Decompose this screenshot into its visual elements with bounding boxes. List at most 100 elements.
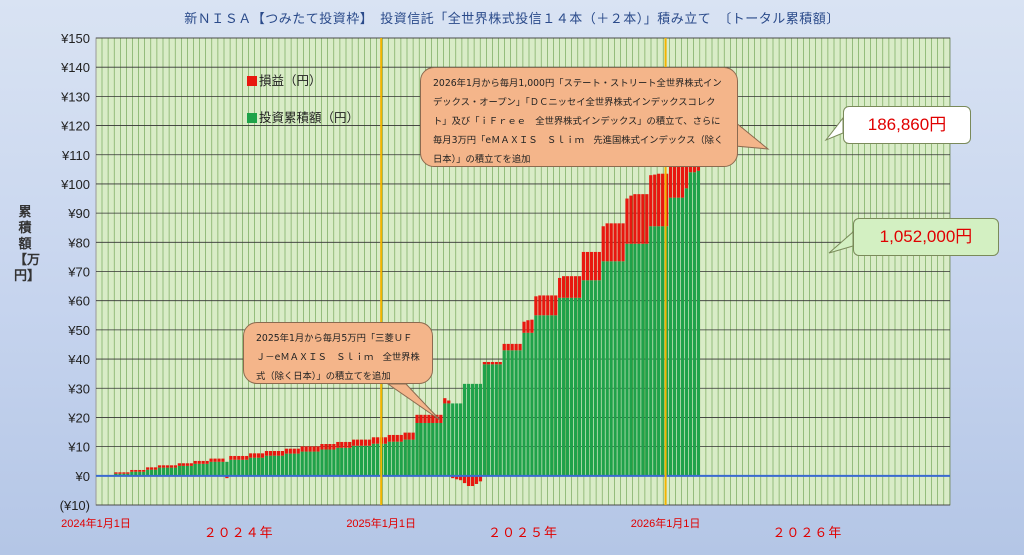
legend-label-profit: 損益（円）	[259, 73, 322, 88]
bar-invest	[597, 280, 601, 476]
bar-invest	[455, 403, 459, 476]
bar-invest	[443, 403, 447, 476]
bar-invest	[296, 453, 300, 476]
bar-invest	[589, 280, 593, 476]
bar-profit	[245, 455, 249, 460]
bar-invest	[114, 473, 118, 476]
bar-invest	[466, 383, 471, 476]
bar-profit	[617, 223, 621, 262]
bar-profit	[482, 361, 487, 365]
y-tick-label: ¥10	[67, 440, 90, 455]
bar-invest	[573, 297, 578, 476]
bar-profit	[340, 441, 344, 448]
bar-invest	[633, 243, 637, 476]
bar-profit	[447, 400, 451, 404]
bar-profit	[514, 343, 518, 351]
bar-invest	[276, 455, 281, 476]
legend-item-profit: 損益（円）	[247, 70, 322, 89]
bar-profit	[558, 277, 562, 298]
bar-profit	[249, 453, 253, 458]
callout-2026: 2026年1月から毎月1,000円「ステート・ストリート全世界株式インデックス・…	[420, 67, 738, 167]
bar-profit	[122, 472, 126, 474]
bar-invest	[308, 451, 312, 476]
bar-invest	[482, 364, 487, 476]
bar-invest	[684, 188, 689, 476]
invest-value-label: 1,052,000円	[853, 218, 999, 256]
bar-profit	[134, 469, 138, 472]
bar-invest	[233, 459, 237, 476]
y-tick-label: ¥0	[75, 469, 90, 484]
bar-invest	[280, 455, 285, 476]
bar-profit	[459, 475, 463, 481]
bar-profit	[324, 443, 328, 450]
bar-profit	[411, 432, 415, 440]
bar-profit	[403, 432, 407, 440]
x-date-label: 2024年1月1日	[61, 516, 131, 530]
bar-invest	[526, 332, 530, 476]
bar-invest	[447, 403, 451, 476]
bar-profit	[443, 398, 447, 404]
bar-invest	[371, 443, 376, 476]
bar-invest	[696, 170, 700, 476]
bar-profit	[550, 295, 554, 316]
bar-profit	[348, 441, 352, 448]
bar-profit	[114, 472, 118, 474]
bar-profit	[451, 475, 455, 479]
bar-invest	[126, 473, 130, 476]
bar-profit	[573, 276, 578, 298]
bar-profit	[419, 414, 423, 423]
profit-value-label: 186,860円	[843, 106, 971, 144]
bar-profit	[336, 441, 340, 448]
bar-invest	[415, 422, 419, 476]
bar-profit	[173, 465, 178, 468]
bar-invest	[625, 243, 629, 476]
bar-profit	[395, 434, 399, 442]
bar-invest	[268, 455, 273, 476]
bar-profit	[668, 144, 673, 198]
bar-invest	[550, 315, 554, 476]
bar-profit	[665, 173, 669, 227]
bar-invest	[363, 445, 368, 476]
bar-profit	[229, 455, 233, 460]
bar-invest	[249, 457, 253, 476]
bar-profit	[146, 467, 150, 470]
bar-profit	[470, 475, 475, 487]
bar-profit	[272, 451, 277, 456]
bar-profit	[296, 448, 300, 454]
bar-invest	[657, 226, 661, 476]
bar-profit	[676, 143, 681, 198]
bar-profit	[498, 361, 502, 365]
bar-profit	[562, 276, 566, 298]
bar-profit	[383, 437, 387, 444]
bar-profit	[625, 198, 629, 244]
bar-invest	[118, 473, 122, 476]
bar-profit	[126, 472, 130, 474]
y-tick-label: ¥70	[67, 265, 90, 280]
bar-invest	[229, 459, 233, 476]
bar-profit	[609, 223, 613, 262]
bar-invest	[672, 197, 677, 476]
bar-profit	[439, 414, 443, 423]
bar-profit	[565, 276, 570, 298]
bar-invest	[395, 441, 399, 476]
bar-invest	[332, 449, 336, 476]
bar-profit	[221, 458, 225, 462]
bar-invest	[312, 451, 316, 476]
bar-profit	[613, 223, 617, 262]
bar-invest	[399, 441, 403, 476]
bar-invest	[665, 226, 669, 476]
bar-invest	[241, 459, 245, 476]
bar-profit	[510, 343, 514, 351]
bar-profit	[308, 446, 312, 452]
bar-invest	[181, 465, 185, 476]
bar-profit	[288, 448, 292, 454]
bar-profit	[356, 439, 360, 446]
bar-invest	[439, 422, 443, 476]
bar-invest	[288, 453, 292, 476]
bar-profit	[462, 475, 467, 484]
bar-invest	[197, 463, 201, 476]
bar-profit	[653, 174, 657, 227]
bar-profit	[661, 173, 665, 227]
bar-profit	[423, 414, 427, 423]
bar-profit	[502, 343, 506, 351]
